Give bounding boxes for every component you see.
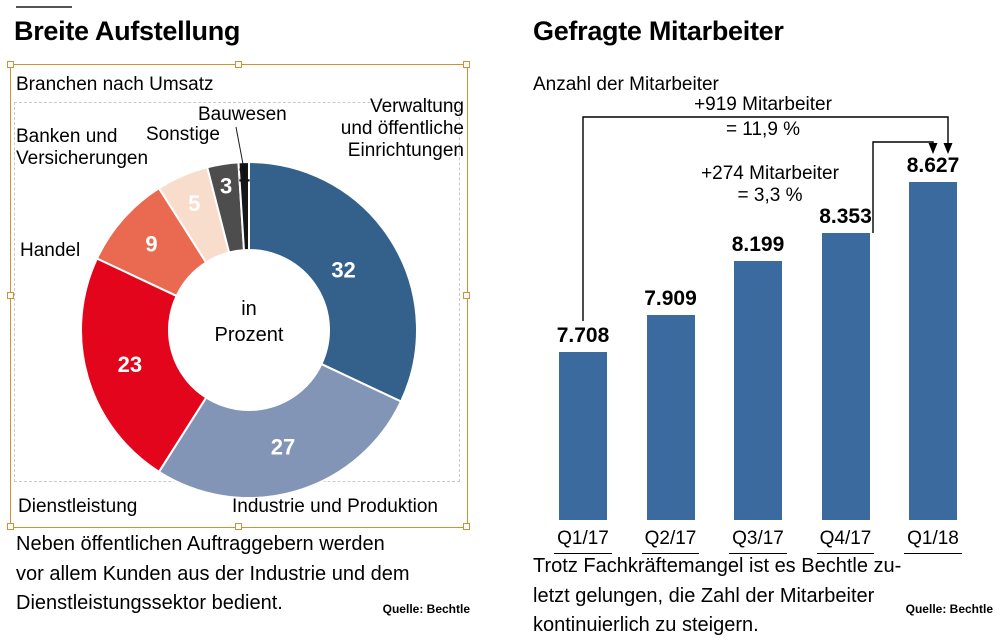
selection-handle-bottom-right[interactable] <box>462 522 470 530</box>
left-source: Quelle: Bechtle <box>382 602 470 616</box>
bauwesen-leader-line <box>235 126 244 165</box>
donut-value-label: 23 <box>118 352 142 377</box>
x-axis-tick-label: Q1/17 <box>554 528 612 554</box>
bar-Q1/18[interactable] <box>909 182 957 520</box>
x-axis-tick-label: Q4/17 <box>816 528 875 554</box>
donut-value-label: 5 <box>188 191 200 216</box>
arrow-down-icon <box>943 143 953 154</box>
annotation-919-line2: = 11,9 % <box>725 119 801 140</box>
bar-Q3/17[interactable] <box>734 261 782 520</box>
x-axis-category: Q1/17 <box>543 528 623 554</box>
donut-slice-6[interactable] <box>237 161 250 252</box>
annotation-bracket-919 <box>582 116 949 321</box>
selection-handle-bottom-left[interactable] <box>6 522 14 530</box>
donut-value-label: 1 <box>238 162 250 187</box>
selection-handle-top-mid[interactable] <box>234 60 242 68</box>
donut-label-sonstige: Sonstige <box>146 124 220 145</box>
x-axis-tick-label: Q1/18 <box>904 528 962 554</box>
donut-value-label: 9 <box>145 232 157 257</box>
donut-value-label: 32 <box>331 257 355 282</box>
x-axis-tick-label: Q3/17 <box>729 528 787 554</box>
bar-value-label: 8.627 <box>906 154 960 177</box>
bar-Q4/17[interactable] <box>821 233 870 520</box>
bar-Q2/17[interactable] <box>646 315 695 520</box>
donut-label-handel: Handel <box>20 240 81 261</box>
x-axis-category: Q2/17 <box>631 528 711 554</box>
right-caption: Trotz Fachkräftemangel ist es Bechtle zu… <box>533 555 902 636</box>
right-panel-title: Gefragte Mitarbeiter <box>533 16 784 46</box>
annotation-bracket-274 <box>872 141 934 233</box>
bar-value-label: 7.909 <box>644 287 697 310</box>
donut-label-bauwesen: Bauwesen <box>198 104 287 125</box>
left-panel-title: Breite Aufstellung <box>14 16 241 46</box>
annotation-274-line2: = 3,3 % <box>737 185 803 206</box>
selection-handle-top-right[interactable] <box>462 60 470 68</box>
donut-label-industrie: Industrie und Produktion <box>232 496 438 517</box>
donut-value-label: 3 <box>220 173 232 198</box>
annotation-919-line1: +919 Mitarbeiter <box>694 94 832 115</box>
donut-value-label: 27 <box>271 435 295 460</box>
selection-handle-mid-left[interactable] <box>6 291 14 299</box>
x-axis-tick-label: Q2/17 <box>641 528 700 554</box>
selection-handle-bottom-mid[interactable] <box>234 522 242 530</box>
top-rule <box>16 6 72 8</box>
left-caption: Neben öffentlichen Auftraggebern werden … <box>16 533 410 614</box>
donut-slice-2[interactable] <box>80 257 208 473</box>
x-axis-category: Q1/18 <box>893 528 973 554</box>
right-subtitle: Anzahl der Mitarbeiter <box>533 74 719 95</box>
right-source: Quelle: Bechtle <box>905 602 993 616</box>
left-subtitle: Branchen nach Umsatz <box>16 74 214 95</box>
donut-center-label: in Prozent <box>214 298 284 346</box>
annotation-274-line1: +274 Mitarbeiter <box>701 163 839 184</box>
annotation-arrows <box>582 116 953 321</box>
x-axis-category: Q4/17 <box>806 528 886 554</box>
bar-Q1/17[interactable] <box>559 352 607 520</box>
donut-slice-1[interactable] <box>157 363 403 499</box>
donut-slice-0[interactable] <box>248 161 418 403</box>
donut-label-banken: Banken und Versicherungen <box>16 126 149 169</box>
donut-label-dienstleistung: Dienstleistung <box>18 496 138 517</box>
bar-value-label: 8.353 <box>819 205 872 228</box>
x-axis-category: Q3/17 <box>718 528 798 554</box>
selection-handle-top-left[interactable] <box>6 60 14 68</box>
arrow-down-icon <box>928 143 938 154</box>
bar-value-label: 7.708 <box>556 324 610 347</box>
donut-label-verwaltung: Verwaltung und öffentliche Einrichtungen <box>340 96 464 161</box>
bar-value-label: 8.199 <box>731 233 785 256</box>
bar-chart[interactable]: +919 Mitarbeiter = 11,9 % +274 Mitarbeit… <box>533 95 993 555</box>
donut-chart[interactable]: 32 27 23 9 53 1 <box>10 64 466 526</box>
selection-handle-mid-right[interactable] <box>462 291 470 299</box>
